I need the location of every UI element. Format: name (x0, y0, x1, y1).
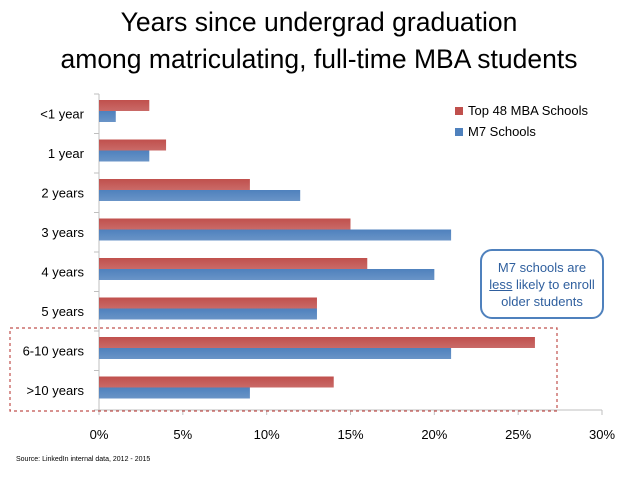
legend-swatch (455, 107, 463, 115)
legend-label: Top 48 MBA Schools (468, 103, 588, 118)
x-tick-label: 30% (589, 427, 615, 442)
bar-m7 (99, 190, 301, 201)
bar-top48 (99, 218, 351, 230)
bar-top48 (99, 258, 368, 269)
category-label: 3 years (41, 225, 84, 240)
callout-text-line-1: M7 schools are (497, 260, 587, 275)
x-tick-label: 20% (421, 427, 447, 442)
x-tick-label: 5% (173, 427, 192, 442)
bar-m7 (99, 308, 317, 320)
bar-top48 (99, 337, 535, 348)
bar-m7 (99, 150, 150, 162)
legend-swatch (455, 128, 463, 136)
bar-m7 (99, 269, 435, 280)
category-label: 5 years (41, 304, 84, 319)
chart-title: Years since undergrad graduation among m… (0, 4, 638, 78)
source-note: Source: LinkedIn internal data, 2012 - 2… (16, 456, 151, 463)
legend-label: M7 Schools (468, 124, 536, 139)
bar-m7 (99, 111, 116, 122)
category-label: 1 year (48, 146, 85, 161)
x-tick-label: 10% (254, 427, 280, 442)
bar-m7 (99, 348, 452, 359)
bar-top48 (99, 297, 317, 309)
category-label: >10 years (27, 383, 85, 398)
bar-top48 (99, 376, 334, 388)
x-tick-label: 25% (505, 427, 531, 442)
x-tick-label: 0% (90, 427, 109, 442)
bar-top48 (99, 139, 167, 151)
highlight-box (9, 327, 558, 412)
callout-text-rest: likely to enroll older students (501, 277, 595, 309)
callout-box: M7 schools are less likely to enroll old… (480, 249, 604, 319)
bar-top48 (99, 179, 250, 190)
chart-title-line-1: Years since undergrad graduation (120, 7, 518, 37)
bar-m7 (99, 387, 250, 399)
category-label: 2 years (41, 185, 84, 200)
callout-underlined-word: less (489, 277, 513, 292)
bar-m7 (99, 229, 452, 241)
x-tick-label: 15% (337, 427, 363, 442)
category-label: 6-10 years (23, 343, 85, 358)
bar-top48 (99, 100, 150, 111)
category-label: 4 years (41, 264, 84, 279)
category-label: <1 year (40, 106, 84, 121)
chart-title-line-2: among matriculating, full-time MBA stude… (60, 44, 578, 74)
